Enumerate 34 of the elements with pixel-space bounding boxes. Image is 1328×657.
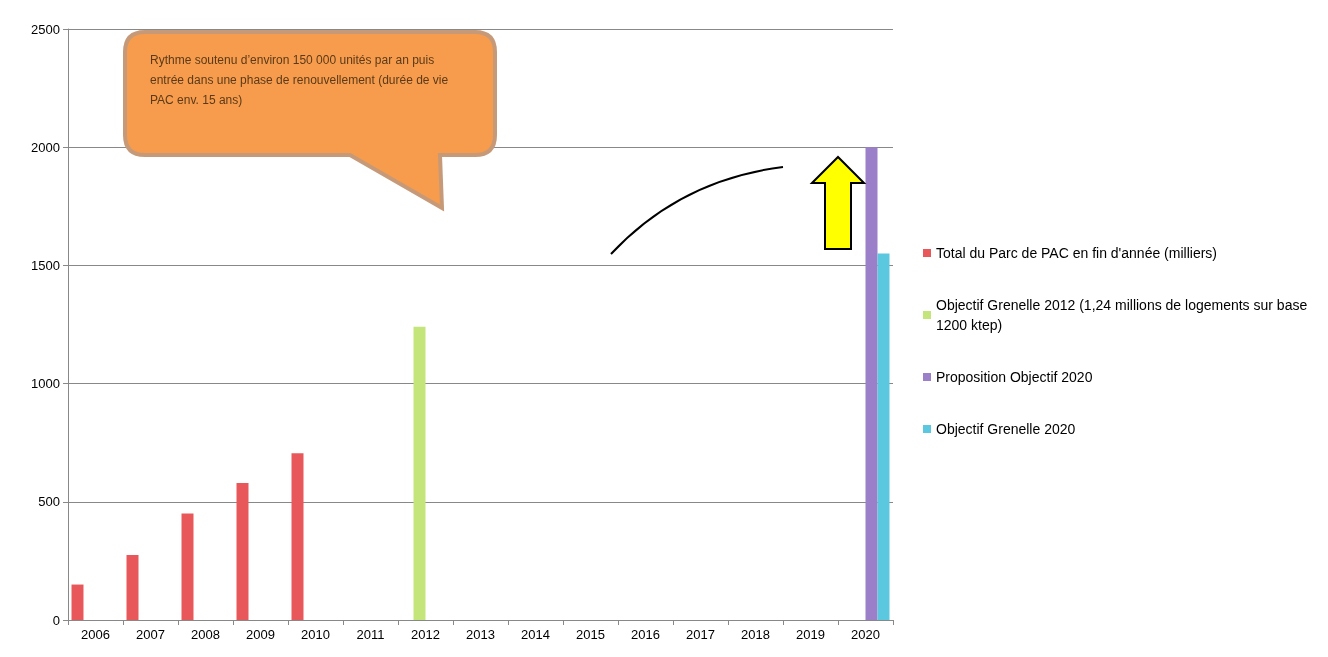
x-tick-label: 2018 [741,627,770,642]
y-tick-label: 0 [52,612,60,628]
annotation: Rythme soutenu d’environ 150 000 unités par an puis entrée dans une phase de renouvellement (durée de vie PAC env. 15 ans) [150,52,450,109]
x-tick-label: 2012 [411,627,440,642]
bar [126,554,139,620]
x-tick-label: 2009 [246,627,275,642]
legend-label: Objectif Grenelle 2012 (1,24 millions de logements sur base 1200 ktep) [936,297,1312,333]
y-tick-label: 1000 [31,376,60,392]
x-tick-label: 2008 [191,627,220,642]
x-tick-label: 2007 [136,627,165,642]
y-tick-label: 1500 [31,257,60,273]
bar [181,513,194,620]
x-tick-label: 2014 [521,627,550,642]
legend-label: Objectif Grenelle 2020 [936,421,1076,437]
x-tick-label: 2011 [356,627,385,642]
bar [71,584,84,620]
x-tick-label: 2006 [81,627,110,642]
bar [236,482,249,620]
legend-label: Total du Parc de PAC en fin d'année (milliers) [936,245,1217,261]
y-tick-label: 2000 [31,139,60,155]
x-tick-label: 2019 [796,627,825,642]
y-tick-label: 500 [38,494,60,510]
x-tick-label: 2015 [576,627,605,642]
y-tick-label: 2500 [31,21,60,37]
bar [877,253,890,620]
bar [291,453,304,620]
x-tick-label: 2016 [631,627,660,642]
x-tick-label: 2010 [301,627,330,642]
x-tick-label: 2017 [686,627,715,642]
legend-label: Proposition Objectif 2020 [936,369,1093,385]
bar [413,326,426,620]
x-tick-label: 2013 [466,627,495,642]
x-tick-label: 2020 [851,627,880,642]
bar [865,147,878,620]
